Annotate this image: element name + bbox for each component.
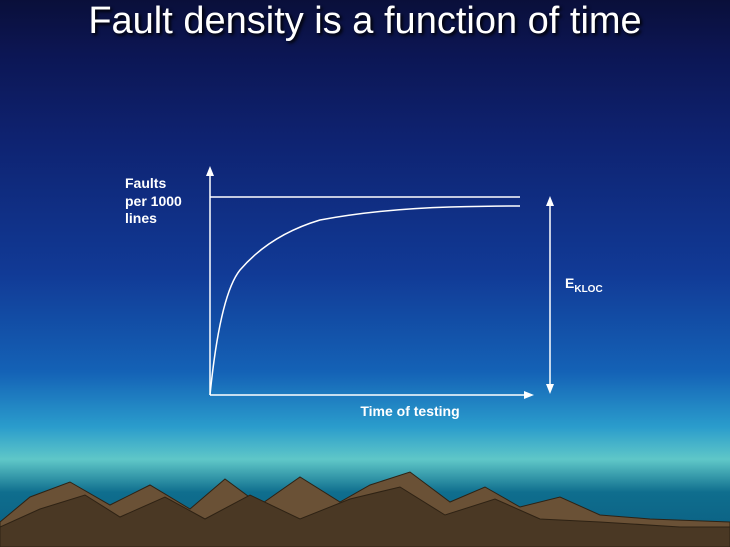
ekloc-annotation: EKLOC [565,275,603,295]
growth-curve [210,206,520,395]
chart-container: Faults per 1000 lines Time of testing [130,165,610,425]
y-axis-label: Faults per 1000 lines [125,175,185,228]
ekloc-subscript: KLOC [574,284,602,295]
slide: Fault density is a function of time Faul… [0,0,730,547]
mountain-decoration [0,427,730,547]
slide-title: Fault density is a function of time [0,0,730,44]
ekloc-text: E [565,275,574,291]
chart-svg [130,165,610,425]
x-axis-label: Time of testing [330,403,490,419]
